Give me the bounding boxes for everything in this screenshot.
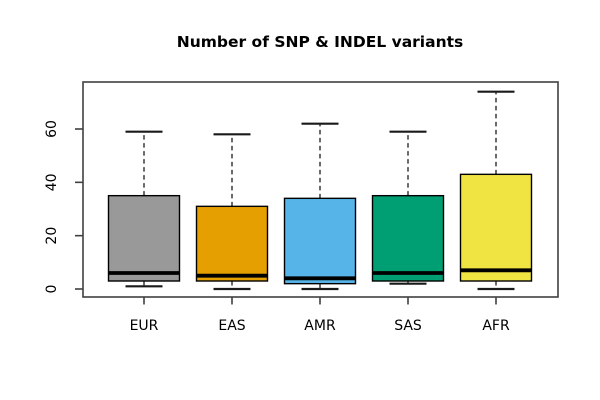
box-sas	[371, 194, 445, 282]
x-tick-label-eur: EUR	[130, 318, 159, 334]
y-tick-label: 20	[44, 227, 60, 245]
box-afr	[459, 173, 533, 282]
x-tick-label-afr: AFR	[482, 318, 510, 334]
x-tick-label-sas: SAS	[394, 318, 422, 334]
y-axis: 0 20 40 60	[44, 120, 83, 293]
y-tick-label: 0	[44, 285, 60, 294]
box-eas	[195, 205, 269, 282]
x-tick-label-amr: AMR	[304, 318, 336, 334]
x-tick-label-eas: EAS	[218, 318, 245, 334]
chart-title: Number of SNP & INDEL variants	[177, 33, 464, 51]
box-group	[107, 90, 533, 291]
y-tick-label: 40	[44, 173, 60, 191]
box-amr	[283, 197, 357, 285]
box-eur	[107, 194, 181, 282]
x-axis: EUR EAS AMR SAS AFR	[130, 297, 510, 334]
y-tick-label: 60	[44, 120, 60, 138]
